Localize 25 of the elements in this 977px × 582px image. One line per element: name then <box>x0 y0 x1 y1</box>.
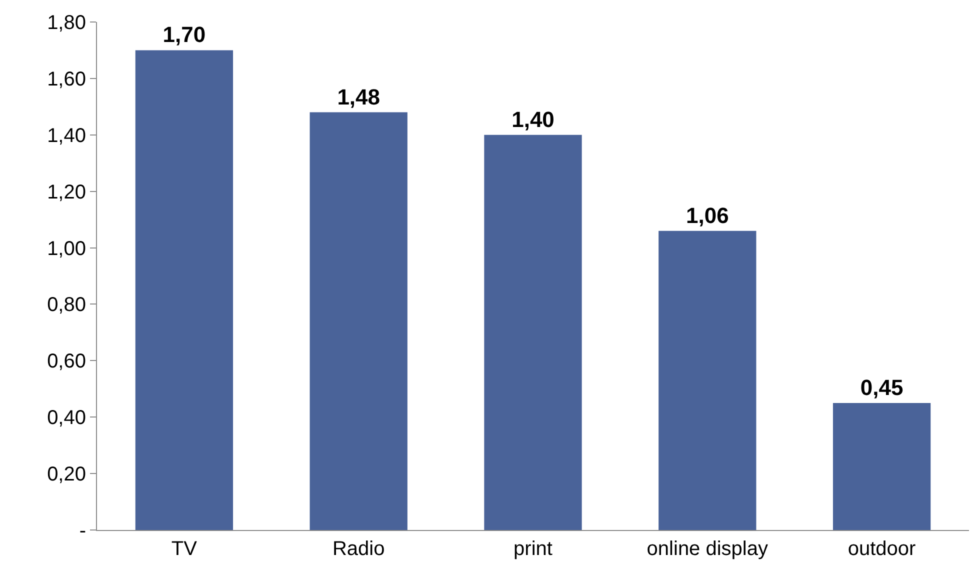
data-label: 1,40 <box>512 106 554 132</box>
y-tick-label: 1,40 <box>47 124 86 147</box>
data-label: 1,70 <box>162 22 206 48</box>
bar <box>135 50 234 530</box>
y-tick-label: 1,00 <box>47 238 86 260</box>
data-label: 0,45 <box>860 375 904 400</box>
y-tick-label: 0,80 <box>47 294 86 316</box>
y-tick-label: 1,60 <box>47 68 86 90</box>
y-tick-label: 0,60 <box>47 350 86 373</box>
data-label: 1,48 <box>337 84 380 110</box>
x-tick-label: TV <box>171 538 198 560</box>
x-tick-label: online display <box>646 538 768 560</box>
bar <box>658 230 756 530</box>
bar <box>310 112 408 530</box>
y-tick-label: 1,80 <box>47 12 86 34</box>
x-tick-label: print <box>514 538 553 560</box>
bar <box>484 134 582 530</box>
y-tick-label: 0,20 <box>47 464 86 486</box>
y-tick-label: - <box>79 520 86 542</box>
x-tick-label: Radio <box>332 538 385 560</box>
y-tick-label: 1,20 <box>47 181 86 204</box>
y-tick-label: 0,40 <box>47 407 86 430</box>
data-label: 1,06 <box>686 202 729 228</box>
x-tick-label: outdoor <box>848 538 916 560</box>
bar <box>832 403 931 530</box>
